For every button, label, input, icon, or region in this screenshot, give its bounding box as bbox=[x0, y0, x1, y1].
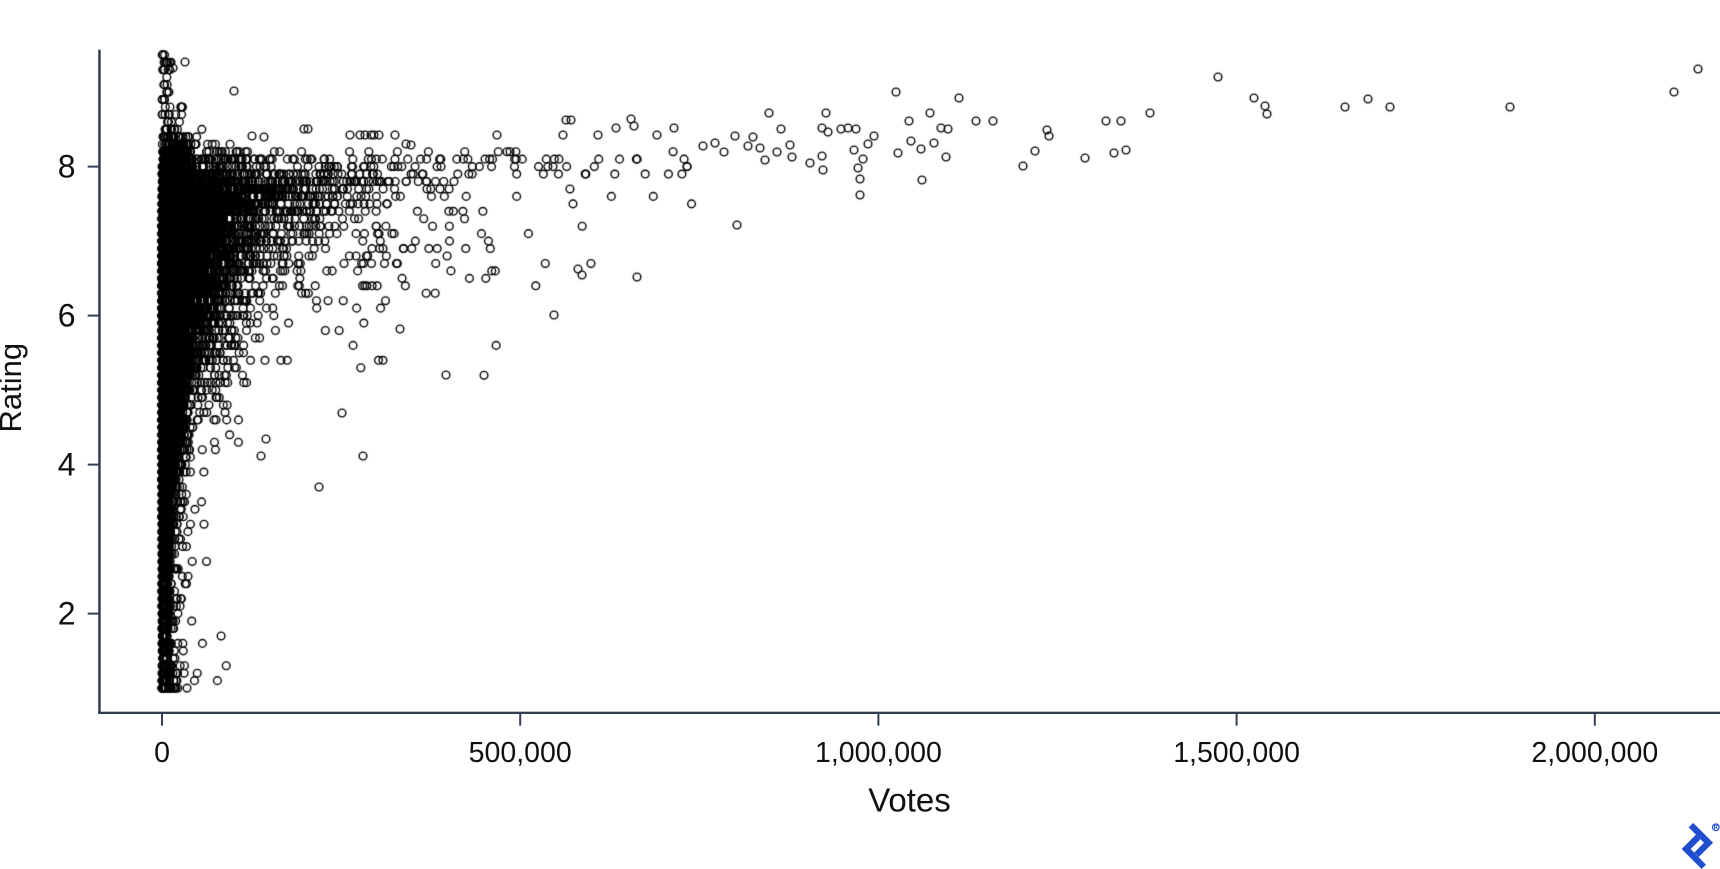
svg-text:Rating: Rating bbox=[0, 343, 28, 433]
svg-text:500,000: 500,000 bbox=[469, 737, 572, 769]
svg-text:6: 6 bbox=[58, 298, 76, 334]
svg-text:1,500,000: 1,500,000 bbox=[1173, 737, 1300, 769]
svg-text:R: R bbox=[1714, 826, 1719, 832]
svg-text:4: 4 bbox=[58, 447, 76, 483]
svg-text:Votes: Votes bbox=[868, 782, 951, 819]
svg-text:0: 0 bbox=[154, 737, 170, 769]
svg-text:8: 8 bbox=[58, 149, 76, 185]
svg-text:1,000,000: 1,000,000 bbox=[815, 737, 942, 769]
svg-text:2: 2 bbox=[58, 596, 76, 632]
svg-text:2,000,000: 2,000,000 bbox=[1531, 737, 1658, 769]
